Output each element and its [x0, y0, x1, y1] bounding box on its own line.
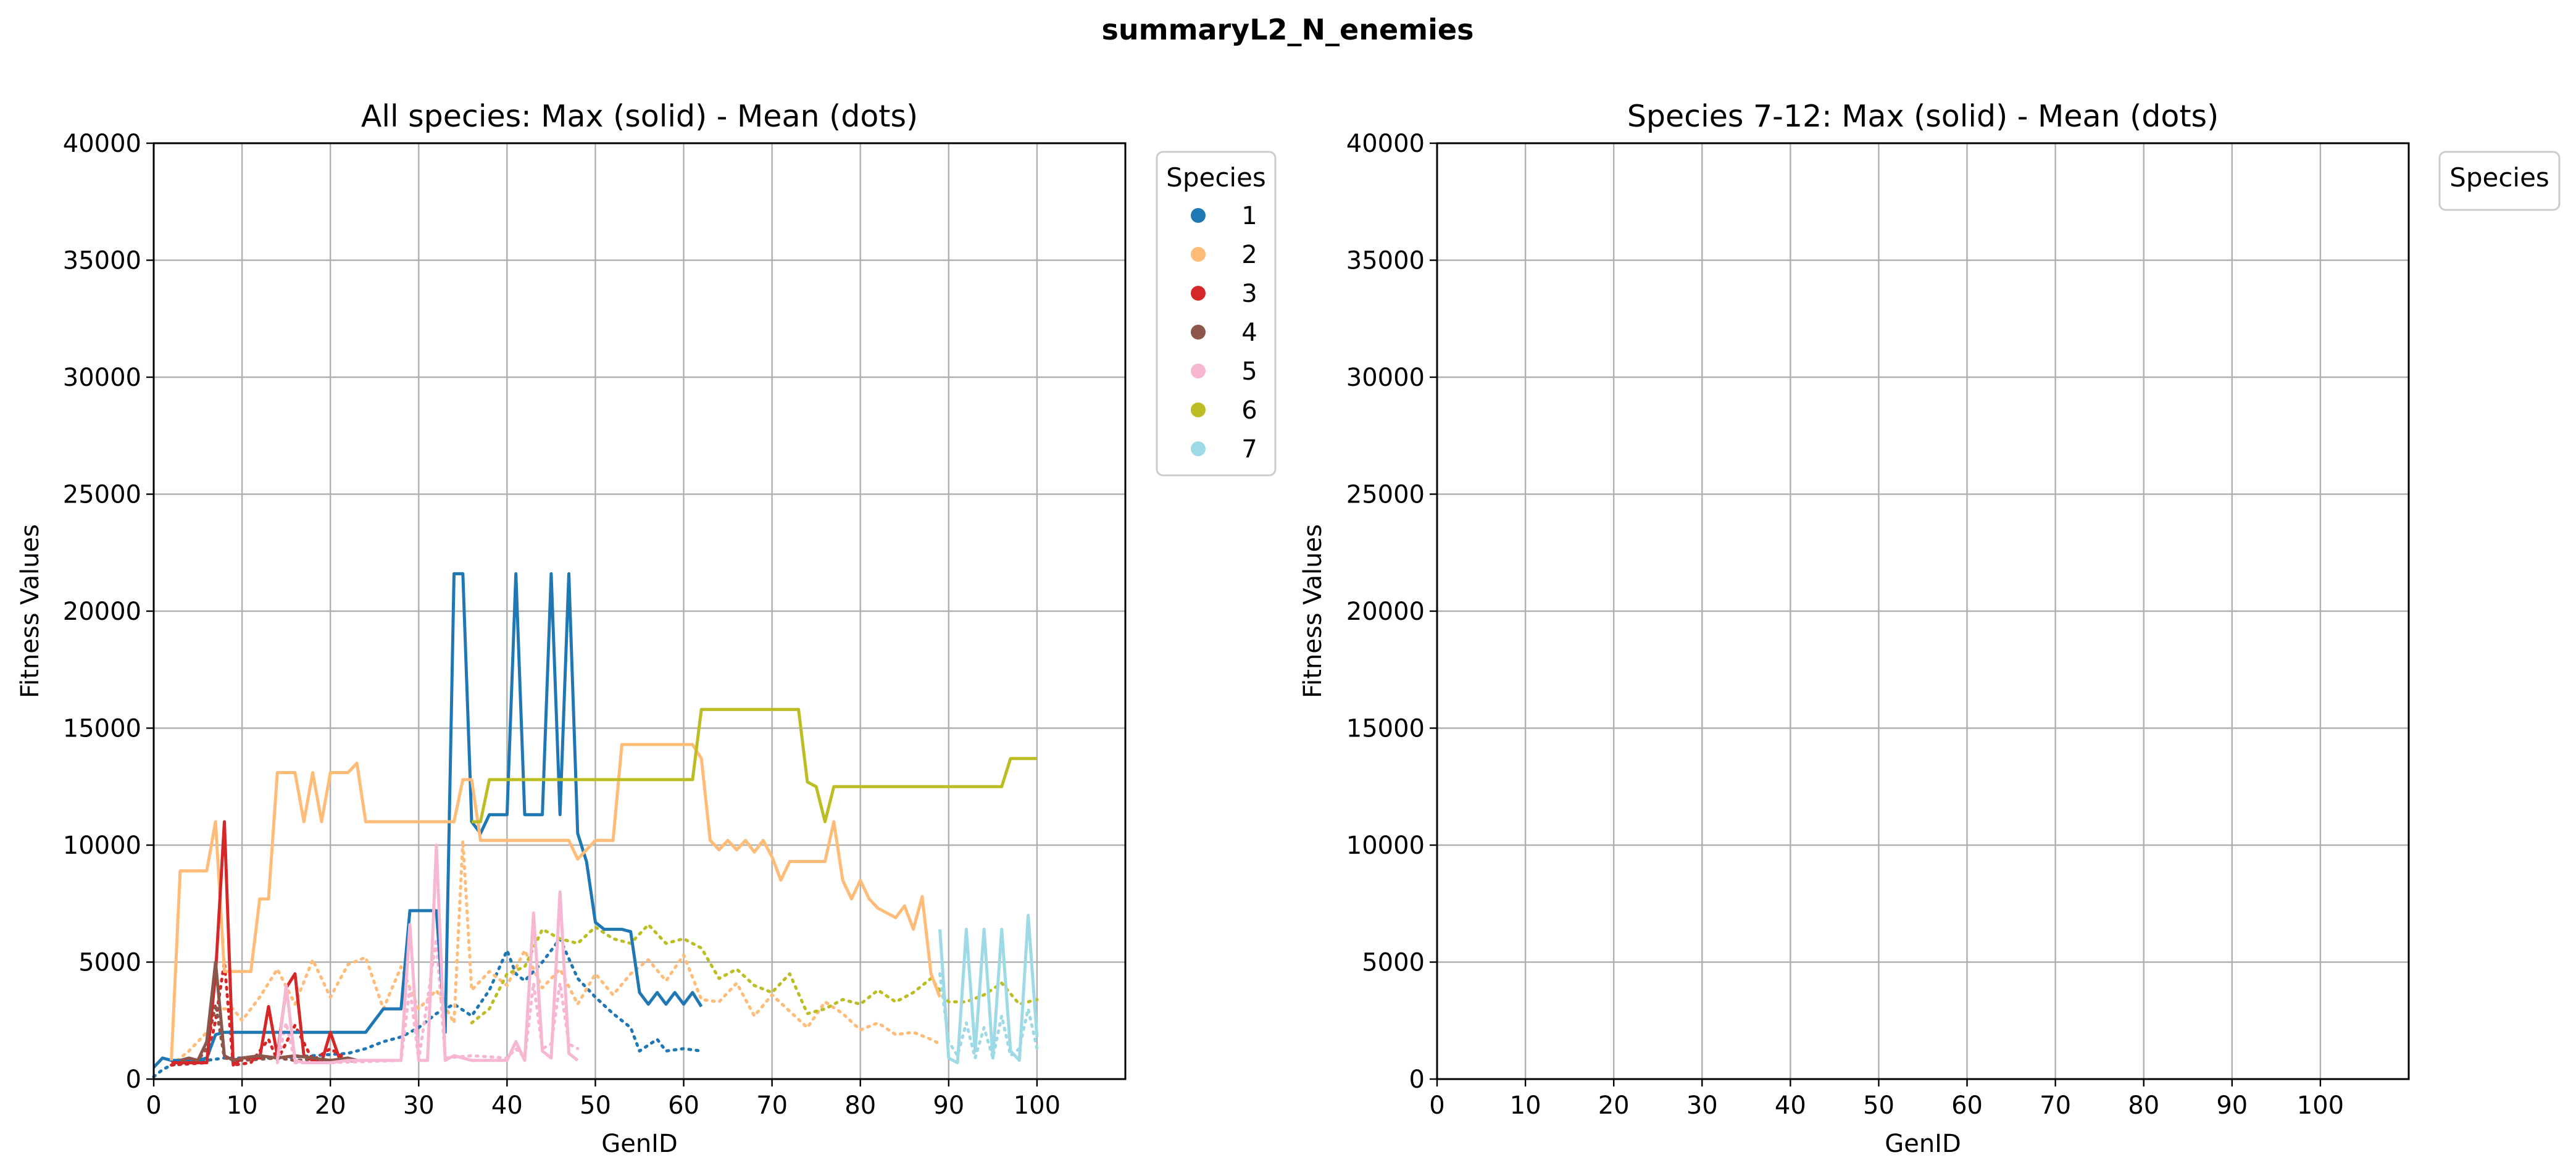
- y-tick-label: 35000: [63, 247, 141, 275]
- legend-marker-6: [1191, 402, 1206, 417]
- y-tick-label: 20000: [1346, 598, 1425, 626]
- legend-label-7: 7: [1241, 435, 1257, 464]
- legend-marker-3: [1191, 286, 1206, 301]
- legend-marker-2: [1191, 247, 1206, 262]
- y-tick-label: 10000: [1346, 832, 1425, 860]
- legend-label-6: 6: [1241, 396, 1257, 425]
- legend-label-3: 3: [1241, 280, 1257, 308]
- x-tick-label: 10: [227, 1091, 258, 1120]
- series-6-max-line: [472, 707, 1037, 824]
- legend-marker-7: [1191, 441, 1206, 456]
- series-5-max-line: [275, 843, 579, 1064]
- y-tick-label: 35000: [1346, 247, 1425, 275]
- series-5-mean-line: [275, 937, 580, 1064]
- series-1-max-line: [152, 572, 703, 1069]
- series-7-max-line: [938, 914, 1039, 1064]
- legend: Species: [2438, 151, 2561, 211]
- x-tick-label: 0: [146, 1091, 161, 1120]
- x-tick-label: 0: [1429, 1091, 1444, 1120]
- x-tick-label: 60: [668, 1091, 699, 1120]
- series-4-max-line: [180, 961, 357, 1062]
- series-3-max-line: [171, 820, 349, 1067]
- series-3-mean-line: [170, 961, 350, 1067]
- x-tick-label: 40: [491, 1091, 523, 1120]
- x-tick-label: 40: [1775, 1091, 1806, 1120]
- legend-label-4: 4: [1241, 319, 1257, 347]
- y-tick-label: 25000: [1346, 481, 1425, 509]
- legend-label-5: 5: [1241, 357, 1257, 386]
- x-tick-label: 80: [844, 1091, 876, 1120]
- y-tick-label: 0: [126, 1065, 141, 1094]
- x-tick-label: 100: [2297, 1091, 2344, 1120]
- legend-frame: [2438, 151, 2561, 211]
- y-tick-label: 40000: [63, 130, 141, 158]
- legend-marker-1: [1191, 208, 1206, 223]
- y-tick-label: 15000: [1346, 715, 1425, 743]
- legend-marker-4: [1191, 325, 1206, 340]
- y-tick-label: 0: [1409, 1065, 1425, 1094]
- y-tick-label: 5000: [78, 949, 141, 977]
- x-tick-label: 60: [1951, 1091, 1983, 1120]
- legend: Species 1 2 3 4 5 6 7: [1156, 151, 1277, 477]
- y-tick-label: 40000: [1346, 130, 1425, 158]
- y-tick-label: 20000: [63, 598, 141, 626]
- x-axis-label: GenID: [1885, 1130, 1961, 1158]
- series-2-mean-line: [170, 838, 941, 1067]
- grid-lines: [152, 142, 1125, 1080]
- y-tick-label: 5000: [1362, 949, 1425, 977]
- y-tick-label: 15000: [63, 715, 141, 743]
- legend-label-2: 2: [1241, 241, 1257, 269]
- x-tick-label: 70: [2040, 1091, 2071, 1120]
- y-axis-label: Fitness Values: [16, 524, 44, 698]
- x-tick-label: 20: [315, 1091, 346, 1120]
- x-tick-label: 80: [2128, 1091, 2159, 1120]
- legend-items: 1 2 3 4 5 6 7: [1191, 202, 1257, 464]
- x-tick-label: 10: [1510, 1091, 1541, 1120]
- axis-ticks: 0 10 20 30 40 50 60 70 80 90 100 0 5000 10000 15000 200…: [1346, 130, 2344, 1120]
- legend-title: Species: [2449, 162, 2549, 193]
- figure-suptitle: summaryL2_N_enemies: [1102, 13, 1474, 46]
- y-tick-label: 10000: [63, 832, 141, 860]
- x-tick-label: 90: [933, 1091, 964, 1120]
- y-tick-label: 30000: [63, 364, 141, 392]
- x-tick-label: 50: [1863, 1091, 1894, 1120]
- y-tick-label: 30000: [1346, 364, 1425, 392]
- panel-title: All species: Max (solid) - Mean (dots): [361, 99, 918, 134]
- grid-lines: [1436, 142, 2409, 1080]
- x-tick-label: 90: [2216, 1091, 2248, 1120]
- y-tick-label: 25000: [63, 481, 141, 509]
- legend-marker-5: [1191, 364, 1206, 378]
- legend-label-1: 1: [1241, 202, 1257, 230]
- panel-all-species: All species: Max (solid) - Mean (dots) 0…: [16, 99, 1277, 1158]
- x-tick-label: 100: [1014, 1091, 1061, 1120]
- series-1-mean-line: [152, 937, 703, 1078]
- series-2-max-line: [170, 743, 941, 1061]
- x-tick-label: 30: [1686, 1091, 1718, 1120]
- y-axis-label: Fitness Values: [1299, 524, 1327, 698]
- x-tick-label: 20: [1598, 1091, 1630, 1120]
- x-tick-label: 30: [403, 1091, 435, 1120]
- x-tick-label: 50: [580, 1091, 611, 1120]
- series-lines: [152, 572, 1039, 1078]
- legend-frame: [1156, 151, 1277, 477]
- panel-title: Species 7-12: Max (solid) - Mean (dots): [1627, 99, 2219, 134]
- legend-title: Species: [1166, 162, 1266, 193]
- panel-species-7-12: Species 7-12: Max (solid) - Mean (dots) …: [1299, 99, 2561, 1158]
- x-tick-label: 70: [756, 1091, 788, 1120]
- x-axis-label: GenID: [601, 1130, 678, 1158]
- axis-ticks: 0 10 20 30 40 50 60 70 80 90 100 0 5000 10000 15000 200…: [63, 130, 1061, 1120]
